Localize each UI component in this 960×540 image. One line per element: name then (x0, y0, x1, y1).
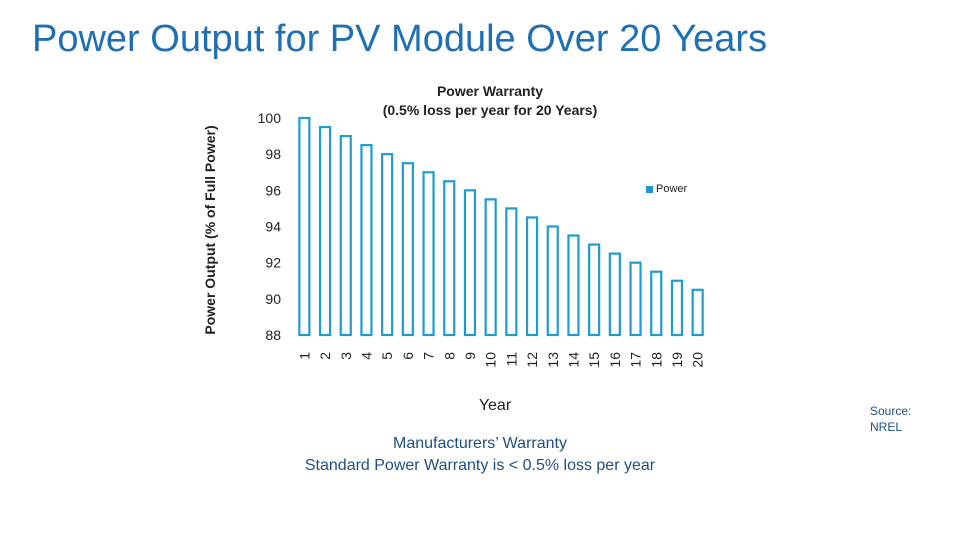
y-tick-label: 90 (265, 291, 281, 307)
x-tick-label: 17 (628, 352, 644, 368)
x-axis-label: Year (478, 397, 512, 414)
bar-year-1 (298, 116, 311, 337)
legend: Power (646, 183, 687, 195)
x-tick-label: 19 (669, 352, 685, 368)
x-tick-label: 14 (565, 352, 581, 368)
bar-year-18 (650, 270, 663, 337)
caption-line1: Manufacturers’ Warranty (393, 435, 567, 452)
caption: Manufacturers’ Warranty Standard Power W… (270, 433, 690, 477)
bar-year-4 (360, 144, 373, 337)
bar-year-15 (588, 243, 601, 337)
x-tick-label: 5 (379, 352, 395, 360)
x-tick-label: 20 (690, 352, 706, 368)
bar-year-8 (443, 180, 456, 337)
bar-year-20 (691, 288, 704, 337)
x-tick-label: 7 (421, 352, 437, 360)
bar-year-14 (567, 234, 580, 337)
x-tick-label: 4 (358, 352, 374, 360)
x-tick-label: 9 (462, 352, 478, 360)
x-tick-label: 18 (648, 352, 664, 368)
bar-year-2 (318, 125, 332, 337)
x-tick-label: 8 (441, 352, 457, 360)
chart-title-line2: (0.5% loss per year for 20 Years) (382, 102, 598, 118)
bar-year-11 (505, 207, 518, 337)
y-tick-label: 94 (265, 219, 281, 235)
y-tick-label: 96 (265, 182, 281, 198)
x-tick-label: 15 (586, 352, 602, 368)
bar-year-5 (381, 153, 394, 337)
bar-year-17 (629, 261, 642, 337)
chart-title-line1: Power Warranty (436, 83, 544, 99)
source-label: Source: (870, 404, 912, 418)
x-tick-label: 12 (524, 352, 540, 368)
legend-label: Power (656, 183, 688, 195)
bar-year-10 (484, 198, 497, 337)
bar-year-7 (422, 171, 435, 337)
y-tick-label: 92 (265, 255, 281, 271)
source-note: Source: NREL (870, 403, 911, 435)
slide-title: Power Output for PV Module Over 20 Years (32, 18, 768, 60)
bar-year-3 (339, 134, 352, 337)
x-tick-label: 3 (338, 352, 354, 360)
bar-year-16 (608, 252, 621, 337)
bar-year-9 (463, 189, 477, 337)
source-value: NREL (870, 420, 903, 434)
bar-year-12 (525, 216, 539, 337)
y-tick-label: 88 (265, 327, 281, 343)
chart-title: Power Warranty (0.5% loss per year for 2… (340, 82, 640, 120)
bar-year-19 (670, 279, 684, 337)
x-tick-label: 2 (317, 352, 333, 360)
x-tick-label: 1 (296, 352, 312, 360)
y-tick-label: 100 (258, 110, 282, 126)
bar-year-13 (546, 225, 559, 337)
caption-line2: Standard Power Warranty is < 0.5% loss p… (304, 457, 656, 474)
legend-swatch (646, 185, 653, 193)
x-tick-label: 10 (483, 352, 499, 368)
x-tick-label: 13 (545, 352, 561, 368)
y-tick-label: 98 (265, 146, 281, 162)
bar-year-6 (401, 162, 414, 337)
x-tick-label: 6 (400, 352, 416, 360)
x-tick-label: 16 (607, 352, 623, 368)
x-tick-label: 11 (503, 352, 519, 367)
